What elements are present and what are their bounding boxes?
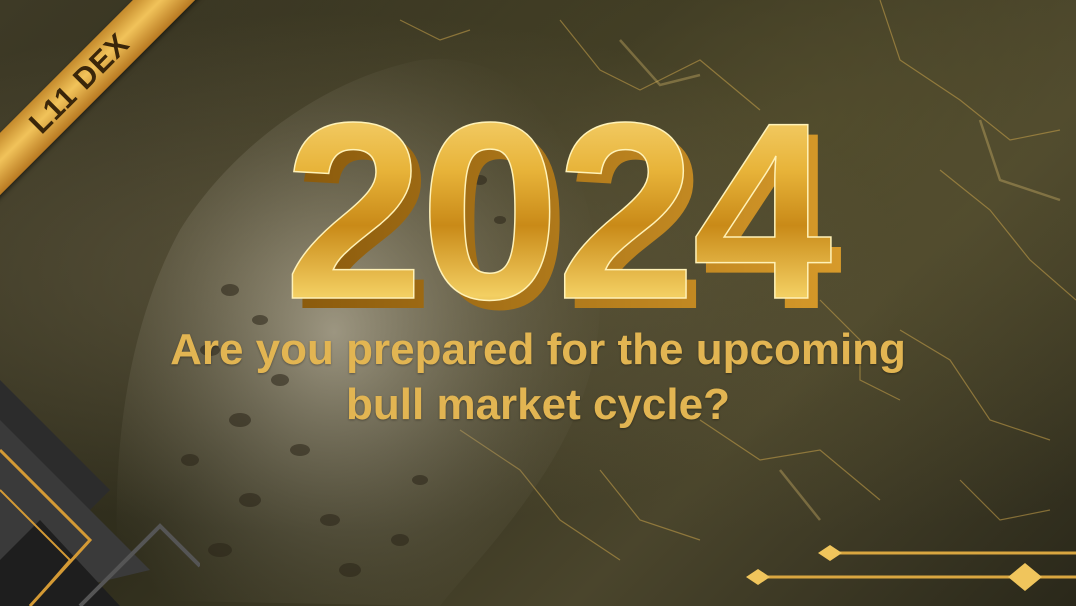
- tagline: Are you prepared for the upcoming bull m…: [0, 322, 1076, 432]
- year-shadow: 2024: [294, 81, 841, 322]
- tagline-line-2: bull market cycle?: [346, 380, 730, 429]
- year-2024-headline: 2024 2024: [283, 72, 845, 322]
- tagline-line-1: Are you prepared for the upcoming: [170, 325, 906, 374]
- year-text: 2024: [284, 72, 831, 322]
- gold-divider-lines-icon: [746, 545, 1076, 591]
- geometric-corner-pattern-icon: [0, 380, 200, 606]
